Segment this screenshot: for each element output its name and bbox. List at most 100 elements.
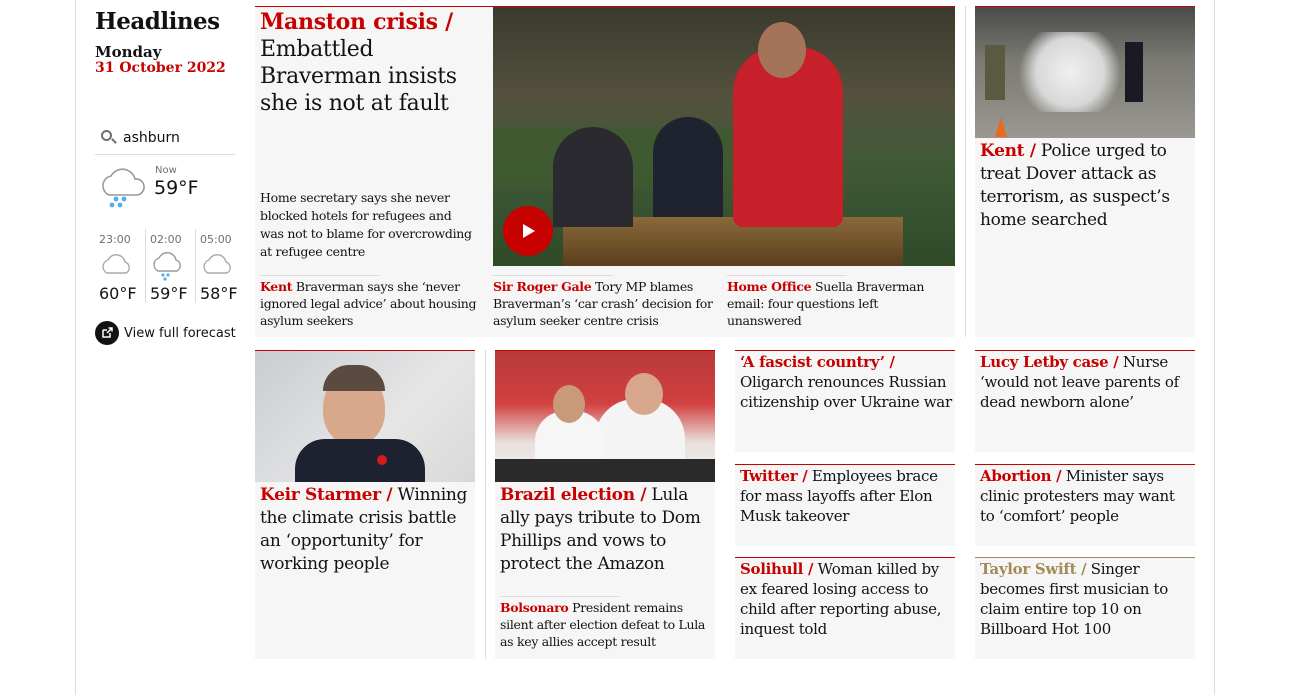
soldier-figure: [985, 45, 1005, 100]
story-card[interactable]: Lucy Letby case / Nurse ‘would not leave…: [975, 350, 1195, 452]
external-link-icon: [95, 321, 119, 345]
story-card[interactable]: Abortion / Minister says clinic proteste…: [975, 464, 1195, 546]
kent-story-card[interactable]: Kent / Police urged to treat Dover attac…: [975, 6, 1195, 337]
story-card[interactable]: Solihull / Woman killed by ex feared los…: [735, 557, 955, 659]
forecast-temp: 60°F: [99, 284, 137, 303]
weather-now-label: Now: [155, 165, 177, 176]
cloud-rain-icon: [102, 168, 145, 208]
sublink-rule: [500, 596, 620, 597]
weather-location-input[interactable]: ashburn: [123, 130, 180, 146]
weather-forecast: 23:00 60°F 02:00 59°F 05:00 58°F: [95, 229, 245, 304]
kent-headline-text: Police urged to treat Dover attack as te…: [980, 141, 1170, 230]
forecast-temp: 58°F: [199, 284, 238, 303]
story-headline-text: Woman killed by ex feared losing access …: [740, 560, 942, 638]
cloud-icon: [102, 254, 130, 274]
story-card[interactable]: Twitter / Employees brace for mass layof…: [735, 464, 955, 546]
lead-image[interactable]: [493, 7, 955, 266]
story-card[interactable]: Taylor Swift / Singer becomes first musi…: [975, 557, 1195, 659]
suit-body: [295, 439, 425, 482]
brazil-sublink[interactable]: Bolsonaro President remains silent after…: [500, 599, 710, 650]
view-full-forecast-link[interactable]: View full forecast: [95, 321, 236, 345]
search-icon: [100, 128, 120, 148]
story-kicker: Twitter /: [740, 467, 808, 485]
weather-now-temp: 59°F: [154, 177, 199, 199]
cloud-rain-icon: [153, 252, 181, 281]
story-headline[interactable]: Taylor Swift / Singer becomes first musi…: [980, 559, 1192, 639]
story-headline-text: Oligarch renounces Russian citizenship o…: [740, 373, 952, 411]
story-card[interactable]: ‘A fascist country’ / Oligarch renounces…: [735, 350, 955, 452]
column-divider: [485, 350, 486, 659]
forecast-time: 05:00: [199, 233, 232, 246]
lead-sublink[interactable]: Sir Roger Gale Tory MP blames Braverman’…: [493, 278, 721, 329]
lead-story-card[interactable]: Manston crisis / Embattled Braverman ins…: [255, 6, 955, 337]
forecast-slot: 23:00 60°F: [95, 229, 145, 303]
date-day: Monday: [95, 43, 162, 61]
forecast-temp: 59°F: [149, 284, 188, 303]
story-headline[interactable]: ‘A fascist country’ / Oligarch renounces…: [740, 352, 952, 412]
play-icon: [523, 224, 535, 238]
kent-headline[interactable]: Kent / Police urged to treat Dover attac…: [980, 140, 1190, 232]
brazil-kicker: Brazil election /: [500, 485, 647, 505]
traffic-cone: [995, 117, 1007, 137]
story-headline-text: Employees brace for mass layoffs after E…: [740, 467, 938, 525]
story-kicker: Taylor Swift /: [980, 560, 1087, 578]
sublink-kicker: Kent: [260, 279, 293, 294]
starmer-image[interactable]: [255, 351, 475, 482]
starmer-kicker: Keir Starmer /: [260, 485, 393, 505]
forecast-slot: 02:00 59°F: [144, 229, 195, 303]
weather-now: Now 59°F: [95, 165, 235, 225]
sublink-text: Suella Braverman email: four questions l…: [727, 279, 925, 328]
sublink-text: President remains silent after election …: [500, 600, 706, 649]
story-headline-text: Singer becomes first musician to claim e…: [980, 560, 1168, 638]
sublink-kicker: Bolsonaro: [500, 600, 569, 615]
weather-location-search[interactable]: ashburn: [95, 122, 235, 155]
story-headline-text: Minister says clinic protesters may want…: [980, 467, 1175, 525]
story-headline[interactable]: Twitter / Employees brace for mass layof…: [740, 466, 952, 526]
story-kicker: ‘A fascist country’ /: [740, 353, 895, 371]
poppy-icon: [377, 455, 387, 465]
story-headline[interactable]: Abortion / Minister says clinic proteste…: [980, 466, 1192, 526]
sublink-rule: [727, 275, 847, 276]
story-kicker: Lucy Letby case /: [980, 353, 1119, 371]
story-kicker: Solihull /: [740, 560, 814, 578]
brazil-image[interactable]: [495, 351, 715, 482]
lead-sublink[interactable]: Kent Braverman says she ‘never ignored l…: [260, 278, 488, 329]
full-forecast-label: View full forecast: [124, 325, 236, 341]
forecast-time: 02:00: [149, 233, 182, 246]
lead-headline[interactable]: Manston crisis / Embattled Braverman ins…: [260, 9, 480, 117]
starmer-headline[interactable]: Keir Starmer / Winning the climate crisi…: [260, 484, 470, 576]
forecast-slot: 05:00 58°F: [194, 229, 245, 303]
seated-figure-1: [553, 127, 633, 227]
date-full: 31 October 2022: [95, 60, 226, 76]
sublink-text: Braverman says she ‘never ignored legal …: [260, 279, 477, 328]
column-divider: [965, 6, 966, 337]
figure-head: [758, 22, 806, 78]
brazil-headline-text: Lula ally pays tribute to Dom Phillips a…: [500, 485, 701, 574]
starmer-story-card[interactable]: Keir Starmer / Winning the climate crisi…: [255, 350, 475, 659]
figure-hair: [323, 365, 385, 391]
sublink-rule: [493, 275, 613, 276]
kent-kicker: Kent /: [980, 141, 1036, 161]
play-video-button[interactable]: [503, 206, 553, 256]
story-headline[interactable]: Solihull / Woman killed by ex feared los…: [740, 559, 952, 639]
sublink-text: Tory MP blames Braverman’s ‘car crash’ d…: [493, 279, 713, 328]
lead-sublink[interactable]: Home Office Suella Braverman email: four…: [727, 278, 949, 329]
starmer-headline-text: Winning the climate crisis battle an ‘op…: [260, 485, 468, 574]
brazil-story-card[interactable]: Brazil election / Lula ally pays tribute…: [495, 350, 715, 659]
figure-head: [625, 373, 663, 415]
kent-image[interactable]: [975, 7, 1195, 138]
sublink-kicker: Home Office: [727, 279, 812, 294]
cloud-icon: [203, 254, 231, 274]
smoke-cloud: [1015, 32, 1125, 112]
sublink-kicker: Sir Roger Gale: [493, 279, 592, 294]
story-headline-text: Nurse ‘would not leave parents of dead n…: [980, 353, 1179, 411]
section-title[interactable]: Headlines: [95, 8, 220, 35]
forecast-time: 23:00: [99, 233, 131, 246]
story-kicker: Abortion /: [980, 467, 1062, 485]
page-frame: [75, 0, 1215, 695]
brazil-headline[interactable]: Brazil election / Lula ally pays tribute…: [500, 484, 710, 576]
seated-figure-2: [653, 117, 723, 217]
story-headline[interactable]: Lucy Letby case / Nurse ‘would not leave…: [980, 352, 1192, 412]
figure-head: [553, 385, 585, 423]
lead-standfirst: Home secretary says she never blocked ho…: [260, 190, 472, 259]
